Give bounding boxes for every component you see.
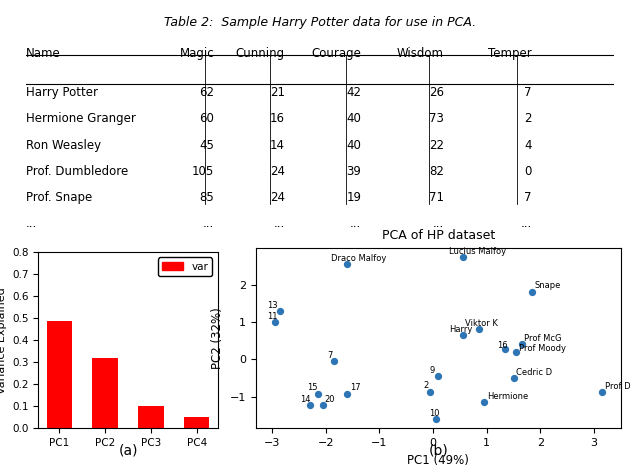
Text: 40: 40 bbox=[346, 112, 361, 125]
Text: ...: ... bbox=[350, 218, 361, 230]
Bar bbox=[184, 417, 209, 428]
Text: Hermione: Hermione bbox=[486, 392, 528, 401]
Text: Table 2:  Sample Harry Potter data for use in PCA.: Table 2: Sample Harry Potter data for us… bbox=[164, 16, 476, 30]
Text: 105: 105 bbox=[192, 165, 214, 178]
Text: 24: 24 bbox=[269, 191, 285, 204]
X-axis label: PC1 (49%): PC1 (49%) bbox=[408, 454, 469, 466]
Point bbox=[433, 372, 444, 380]
Text: 62: 62 bbox=[199, 86, 214, 99]
Point bbox=[511, 348, 522, 356]
Text: ...: ... bbox=[273, 218, 285, 230]
Point bbox=[318, 401, 328, 409]
Text: 40: 40 bbox=[346, 139, 361, 152]
Legend: var: var bbox=[158, 258, 212, 276]
Text: Prof. Dumbledore: Prof. Dumbledore bbox=[26, 165, 128, 178]
Text: 4: 4 bbox=[524, 139, 532, 152]
Text: 0: 0 bbox=[525, 165, 532, 178]
Text: Harry Potter: Harry Potter bbox=[26, 86, 97, 99]
Text: 7: 7 bbox=[524, 191, 532, 204]
Text: Courage: Courage bbox=[311, 47, 361, 60]
Text: (a): (a) bbox=[118, 444, 138, 457]
Text: Prof D: Prof D bbox=[605, 382, 630, 391]
Text: ...: ... bbox=[26, 218, 37, 230]
Text: 39: 39 bbox=[346, 165, 361, 178]
Text: Viktor K: Viktor K bbox=[465, 319, 498, 327]
Text: 10: 10 bbox=[429, 409, 439, 418]
Bar bbox=[47, 320, 72, 428]
Point bbox=[431, 415, 441, 423]
Text: Prof. Snape: Prof. Snape bbox=[26, 191, 92, 204]
Text: 82: 82 bbox=[429, 165, 444, 178]
Bar bbox=[92, 358, 118, 428]
Point bbox=[312, 390, 323, 397]
Text: Name: Name bbox=[26, 47, 60, 60]
Text: Ron Weasley: Ron Weasley bbox=[26, 139, 100, 152]
Point bbox=[458, 331, 468, 339]
Point bbox=[479, 398, 489, 406]
Text: 2: 2 bbox=[424, 381, 429, 390]
Text: ...: ... bbox=[203, 218, 214, 230]
Text: (b): (b) bbox=[429, 444, 448, 457]
Text: 11: 11 bbox=[267, 312, 277, 321]
Text: 13: 13 bbox=[267, 301, 277, 310]
Text: 9: 9 bbox=[430, 366, 435, 375]
Text: 42: 42 bbox=[346, 86, 361, 99]
Text: 7: 7 bbox=[327, 351, 332, 360]
Text: 22: 22 bbox=[429, 139, 444, 152]
Point bbox=[305, 401, 315, 409]
Text: 71: 71 bbox=[429, 191, 444, 204]
Point bbox=[597, 388, 607, 396]
Text: 17: 17 bbox=[350, 383, 360, 392]
Text: Cunning: Cunning bbox=[236, 47, 285, 60]
Text: ...: ... bbox=[433, 218, 444, 230]
Text: 16: 16 bbox=[269, 112, 285, 125]
Point bbox=[516, 341, 527, 348]
Text: 45: 45 bbox=[199, 139, 214, 152]
Text: 20: 20 bbox=[324, 395, 335, 404]
Title: PCA of HP dataset: PCA of HP dataset bbox=[382, 229, 495, 242]
Text: Temper: Temper bbox=[488, 47, 532, 60]
Y-axis label: Variance Explained: Variance Explained bbox=[0, 287, 6, 394]
Text: 60: 60 bbox=[199, 112, 214, 125]
Point bbox=[508, 374, 518, 382]
Text: Prof Moody: Prof Moody bbox=[519, 345, 566, 354]
Text: 24: 24 bbox=[269, 165, 285, 178]
Text: 14: 14 bbox=[300, 395, 310, 404]
Text: 2: 2 bbox=[524, 112, 532, 125]
Text: Draco Malfoy: Draco Malfoy bbox=[331, 254, 387, 263]
Text: Lucius Malfoy: Lucius Malfoy bbox=[449, 247, 506, 256]
Point bbox=[425, 388, 435, 396]
Text: 7: 7 bbox=[524, 86, 532, 99]
Point bbox=[458, 253, 468, 261]
Text: Wisdom: Wisdom bbox=[397, 47, 444, 60]
Text: 73: 73 bbox=[429, 112, 444, 125]
Bar bbox=[138, 407, 164, 428]
Text: 85: 85 bbox=[199, 191, 214, 204]
Text: 15: 15 bbox=[307, 383, 317, 392]
Text: 19: 19 bbox=[346, 191, 361, 204]
Point bbox=[269, 318, 280, 326]
Point bbox=[474, 325, 484, 333]
Text: Snape: Snape bbox=[535, 281, 561, 290]
Point bbox=[275, 307, 285, 315]
Y-axis label: PC2 (32%): PC2 (32%) bbox=[211, 307, 225, 369]
Text: Cedric D: Cedric D bbox=[516, 368, 552, 377]
Text: 21: 21 bbox=[269, 86, 285, 99]
Text: Hermione Granger: Hermione Granger bbox=[26, 112, 136, 125]
Text: 16: 16 bbox=[497, 341, 508, 350]
Point bbox=[500, 345, 511, 353]
Text: Magic: Magic bbox=[179, 47, 214, 60]
Text: ...: ... bbox=[521, 218, 532, 230]
Text: 14: 14 bbox=[269, 139, 285, 152]
Text: Harry: Harry bbox=[449, 325, 472, 334]
Point bbox=[527, 288, 538, 295]
Point bbox=[342, 390, 352, 397]
Text: 26: 26 bbox=[429, 86, 444, 99]
Text: Prof McG: Prof McG bbox=[524, 334, 562, 343]
Point bbox=[329, 357, 339, 365]
Point bbox=[342, 260, 352, 268]
